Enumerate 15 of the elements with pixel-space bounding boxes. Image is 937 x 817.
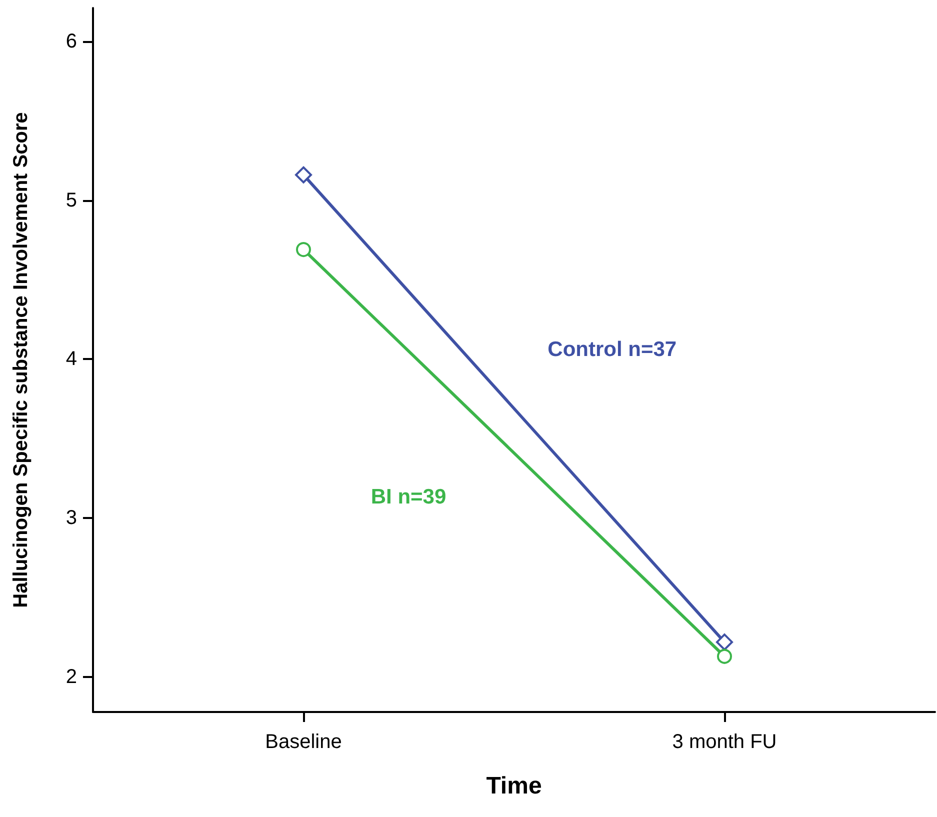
x-tick-label: 3 month FU — [672, 731, 777, 753]
y-tick-label: 5 — [66, 189, 77, 212]
y-tick-label: 2 — [66, 666, 77, 688]
y-axis-title: Hallucinogen Specific substance Involvement Score — [10, 112, 32, 608]
y-tick-label: 3 — [66, 507, 77, 530]
text: BI n=39 — [370, 486, 446, 509]
y-tick-label: 6 — [66, 30, 77, 52]
point — [295, 166, 312, 184]
y-tick-label: 4 — [66, 348, 77, 370]
x-axis-title: Time — [486, 772, 542, 800]
point — [716, 634, 733, 651]
point — [717, 648, 732, 664]
x-tick-label: Baseline — [265, 731, 342, 753]
text: Control n=37 — [548, 338, 677, 361]
point — [296, 242, 311, 258]
